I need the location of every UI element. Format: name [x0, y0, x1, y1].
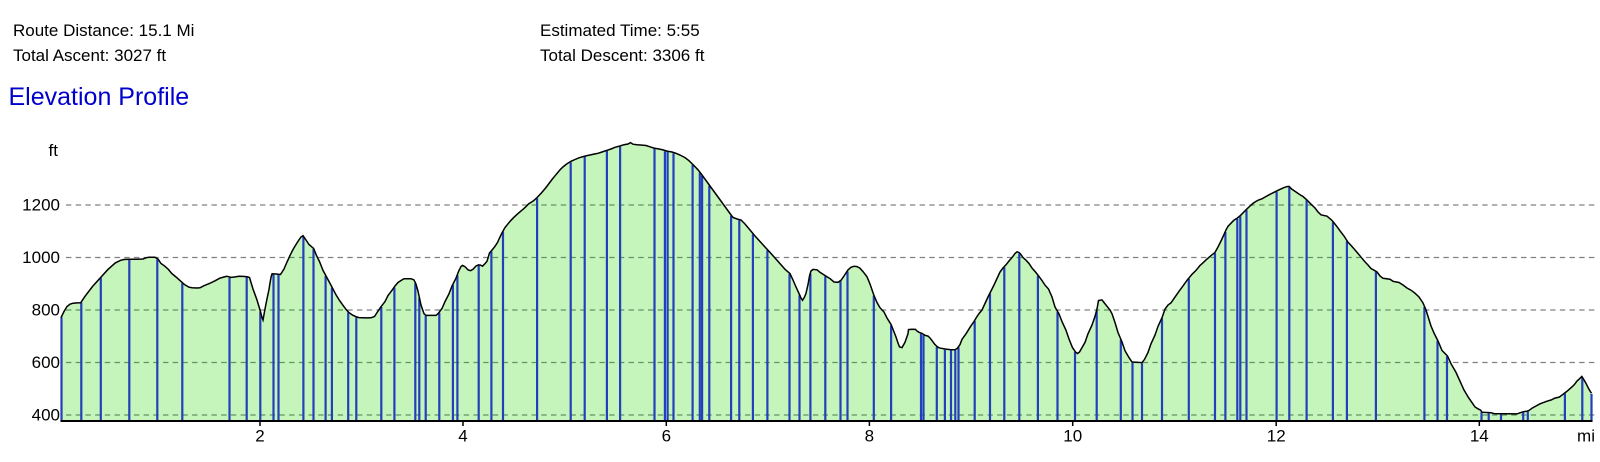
- svg-text:mi: mi: [1577, 427, 1595, 446]
- svg-text:12: 12: [1267, 427, 1286, 446]
- svg-text:10: 10: [1063, 427, 1082, 446]
- svg-text:1200: 1200: [22, 196, 60, 215]
- svg-text:4: 4: [458, 427, 467, 446]
- svg-text:1000: 1000: [22, 248, 60, 267]
- svg-text:ft: ft: [49, 141, 59, 160]
- svg-text:2: 2: [255, 427, 264, 446]
- svg-text:6: 6: [662, 427, 671, 446]
- svg-text:800: 800: [32, 301, 60, 320]
- svg-text:14: 14: [1470, 427, 1489, 446]
- svg-text:8: 8: [865, 427, 874, 446]
- svg-text:600: 600: [32, 353, 60, 372]
- svg-text:400: 400: [32, 406, 60, 425]
